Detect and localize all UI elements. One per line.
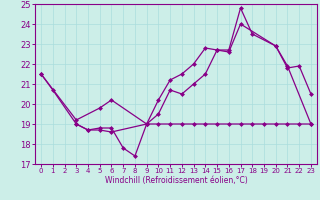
X-axis label: Windchill (Refroidissement éolien,°C): Windchill (Refroidissement éolien,°C) (105, 176, 247, 185)
